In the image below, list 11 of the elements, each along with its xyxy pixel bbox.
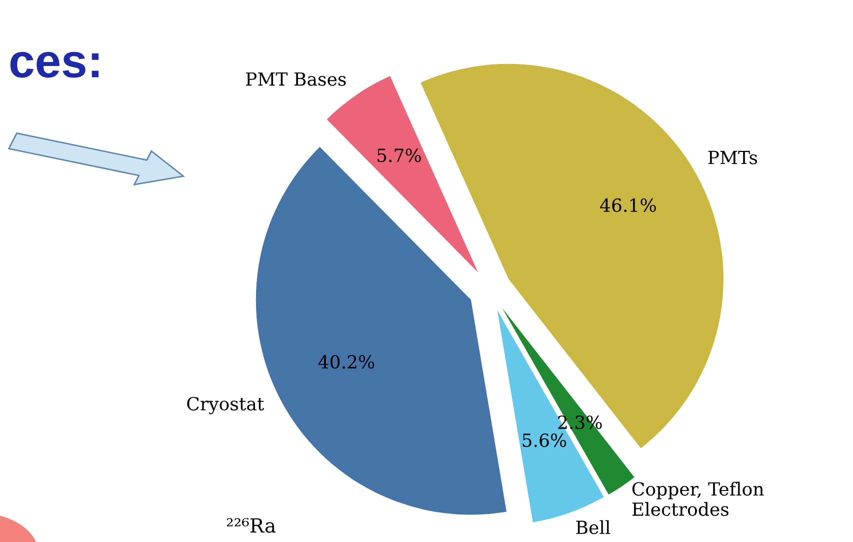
slice-label: PMT Bases	[246, 72, 346, 86]
data-label: 5.7%	[378, 148, 421, 162]
chart-title: ces:	[10, 52, 99, 78]
slice-label: Copper, Teflon Electrodes	[632, 482, 764, 516]
data-label: 5.6%	[522, 433, 566, 448]
slice-label: Cryostat	[187, 396, 264, 414]
text: ²²⁶Ra	[226, 518, 276, 533]
data-label: 46.1%	[600, 198, 656, 212]
slice-label: PMTs	[708, 150, 758, 164]
slice-label: Bell	[576, 520, 610, 534]
data-label: 40.2%	[318, 355, 374, 369]
